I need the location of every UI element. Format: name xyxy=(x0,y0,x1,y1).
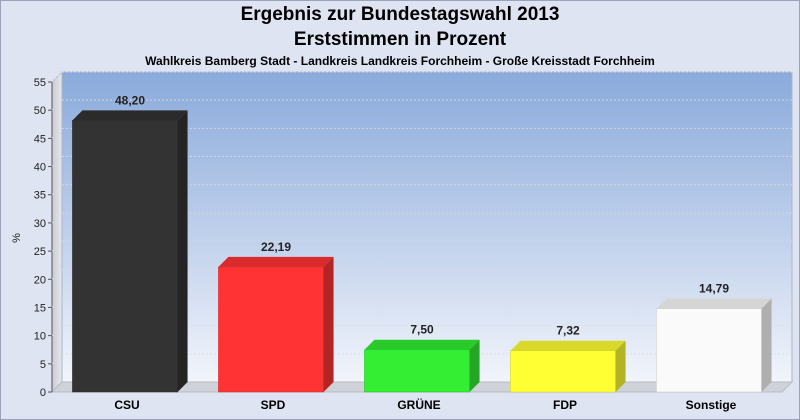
y-tick-label: 10 xyxy=(34,331,46,343)
y-axis-label: % xyxy=(11,233,23,243)
value-label: 48,20 xyxy=(115,93,145,107)
bar-csu xyxy=(72,120,178,393)
bar-top xyxy=(72,110,188,121)
y-tick-label: 40 xyxy=(34,162,46,174)
bar-side xyxy=(615,340,626,392)
y-tick-label: 50 xyxy=(34,105,46,117)
bar-fdp xyxy=(510,350,616,393)
y-tick-label: 35 xyxy=(34,190,46,202)
bar-top xyxy=(510,340,626,351)
y-tick-label: 15 xyxy=(34,302,46,314)
y-tick-label: 25 xyxy=(34,246,46,258)
y-tick-label: 30 xyxy=(34,218,46,230)
y-tick-label: 0 xyxy=(40,387,46,399)
bar-side xyxy=(323,256,334,392)
chart-subtitle: Erststimmen in Prozent xyxy=(293,29,507,50)
y-tick-label: 20 xyxy=(34,274,46,286)
bar-sonstige xyxy=(656,308,762,393)
value-label: 7,32 xyxy=(556,324,580,338)
value-label: 14,79 xyxy=(699,282,729,296)
bar-side xyxy=(761,298,772,392)
x-tick-label: FDP xyxy=(553,398,577,412)
bar-spd xyxy=(218,266,324,393)
bar-grne xyxy=(364,349,470,393)
value-label: 22,19 xyxy=(261,240,291,254)
y-tick-label: 45 xyxy=(34,133,46,145)
bar-top xyxy=(218,256,334,267)
y-tick-label: 5 xyxy=(40,359,46,371)
value-label: 7,50 xyxy=(410,323,434,337)
chart-title: Ergebnis zur Bundestagswahl 2013 xyxy=(240,4,560,25)
x-tick-label: CSU xyxy=(114,398,139,412)
bar-side xyxy=(177,110,188,392)
bar-side xyxy=(469,339,480,392)
x-tick-label: SPD xyxy=(261,398,286,412)
x-tick-label: Sonstige xyxy=(686,398,737,412)
bar-top xyxy=(364,339,480,350)
bar-top xyxy=(656,298,772,309)
side-wall xyxy=(51,70,63,394)
chart-caption: Wahlkreis Bamberg Stadt - Landkreis Land… xyxy=(145,54,655,68)
x-tick-label: GRÜNE xyxy=(397,397,440,412)
y-tick-label: 55 xyxy=(34,77,46,89)
